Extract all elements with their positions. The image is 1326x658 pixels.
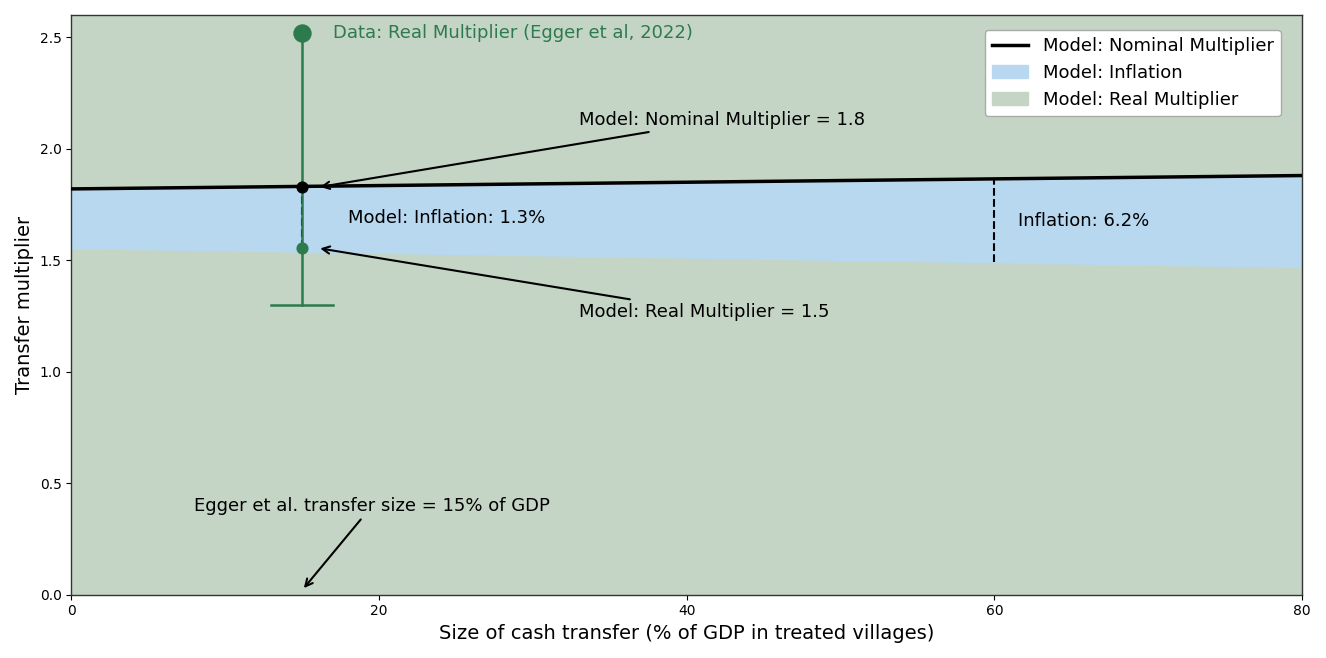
Text: Model: Inflation: 1.3%: Model: Inflation: 1.3% [349,209,545,226]
Legend: Model: Nominal Multiplier, Model: Inflation, Model: Real Multiplier: Model: Nominal Multiplier, Model: Inflat… [985,30,1281,116]
Text: Inflation: 6.2%: Inflation: 6.2% [1017,212,1148,230]
Point [292,243,313,253]
Y-axis label: Transfer multiplier: Transfer multiplier [15,216,34,394]
Text: Egger et al. transfer size = 15% of GDP: Egger et al. transfer size = 15% of GDP [195,497,550,586]
Point [292,182,313,193]
Text: Model: Nominal Multiplier = 1.8: Model: Nominal Multiplier = 1.8 [322,111,865,189]
Point [292,28,313,38]
Text: Data: Real Multiplier (Egger et al, 2022): Data: Real Multiplier (Egger et al, 2022… [333,24,692,42]
X-axis label: Size of cash transfer (% of GDP in treated villages): Size of cash transfer (% of GDP in treat… [439,624,935,643]
Text: Model: Real Multiplier = 1.5: Model: Real Multiplier = 1.5 [322,247,830,320]
